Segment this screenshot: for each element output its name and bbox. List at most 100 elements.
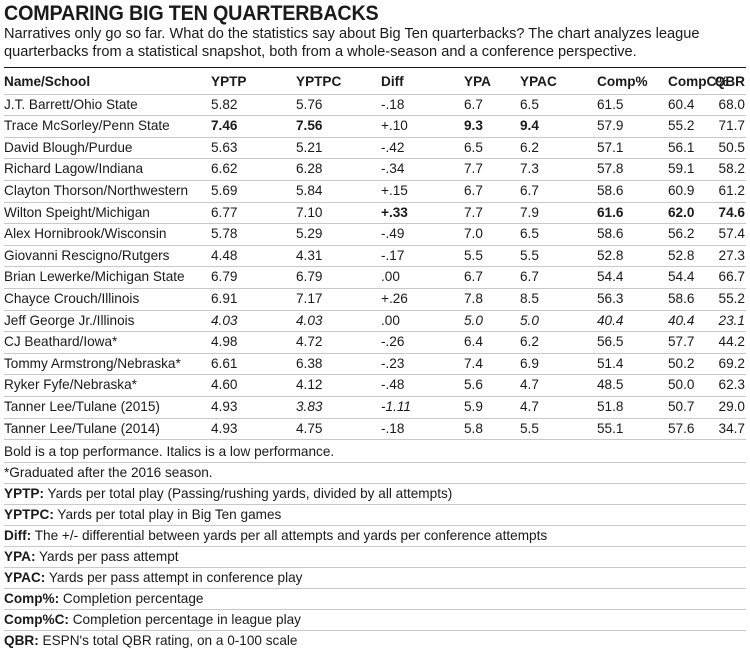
table-row: J.T. Barrett/Ohio State 5.82 5.76 -.18 6.7 6.…: [4, 94, 746, 116]
footnote-text: ESPN's total QBR rating, on a 0-100 scal…: [38, 633, 298, 649]
column-header-compc: CompC%: [668, 74, 729, 89]
cell-name: Giovanni Rescigno/Rutgers: [4, 247, 170, 263]
cell-compc: 52.8: [668, 247, 695, 263]
cell-compc: 60.4: [668, 96, 695, 112]
cell-comp: 58.6: [597, 226, 624, 242]
cell-ypac: 6.2: [520, 334, 539, 350]
cell-yptp: 4.98: [211, 334, 238, 350]
cell-ypa: 6.5: [464, 139, 483, 155]
cell-diff: -.17: [381, 247, 405, 263]
column-header-yptpc: YPTPC: [296, 74, 342, 89]
footnote: YPTP: Yards per total play (Passing/rush…: [4, 484, 746, 506]
page-title: COMPARING BIG TEN QUARTERBACKS: [4, 2, 379, 25]
cell-qbr: 55.2: [718, 290, 745, 306]
cell-yptpc: 4.12: [296, 377, 323, 393]
cell-yptpc: 4.75: [296, 420, 323, 436]
cell-ypac: 9.4: [520, 118, 539, 134]
cell-compc: 56.1: [668, 139, 695, 155]
column-header-diff: Diff: [381, 74, 404, 89]
cell-ypa: 5.9: [464, 398, 483, 414]
cell-compc: 60.9: [668, 182, 695, 198]
table-body: J.T. Barrett/Ohio State 5.82 5.76 -.18 6.7 6.…: [4, 94, 746, 440]
cell-yptp: 5.63: [211, 139, 238, 155]
cell-qbr: 50.5: [718, 139, 745, 155]
cell-qbr: 68.0: [718, 96, 745, 112]
cell-yptp: 5.82: [211, 96, 238, 112]
cell-diff: +.26: [381, 290, 408, 306]
table-row: Ryker Fyfe/Nebraska* 4.60 4.12 -.48 5.6 4.7 48…: [4, 375, 746, 397]
cell-yptp: 6.79: [211, 269, 238, 285]
cell-ypa: 7.7: [464, 161, 483, 177]
cell-name: Wilton Speight/Michigan: [4, 204, 150, 220]
cell-ypac: 5.0: [520, 312, 539, 328]
footnote: YPTPC: Yards per total play in Big Ten g…: [4, 505, 746, 527]
cell-yptp: 6.62: [211, 161, 238, 177]
cell-ypac: 8.5: [520, 290, 539, 306]
table-row: Wilton Speight/Michigan 6.77 7.10 +.33 7.7 7.…: [4, 202, 746, 224]
cell-qbr: 29.0: [718, 398, 745, 414]
footnote-term: YPA:: [4, 549, 36, 565]
cell-comp: 51.4: [597, 355, 624, 371]
cell-yptpc: 5.76: [296, 96, 323, 112]
cell-name: Tanner Lee/Tulane (2015): [4, 398, 160, 414]
cell-diff: +.15: [381, 182, 408, 198]
cell-comp: 55.1: [597, 420, 624, 436]
cell-ypac: 5.5: [520, 420, 539, 436]
table-row: CJ Beathard/Iowa* 4.98 4.72 -.26 6.4 6.2 56.5 5…: [4, 332, 746, 354]
cell-ypa: 7.0: [464, 226, 483, 242]
cell-name: Jeff George Jr./Illinois: [4, 312, 135, 328]
cell-comp: 40.4: [597, 312, 624, 328]
cell-ypa: 7.7: [464, 204, 483, 220]
column-header-name: Name/School: [4, 74, 91, 89]
cell-yptpc: 4.72: [296, 334, 323, 350]
cell-yptpc: 7.56: [296, 118, 323, 134]
cell-compc: 54.4: [668, 269, 695, 285]
cell-yptpc: 5.21: [296, 139, 323, 155]
footnote-text: Yards per pass attempt: [35, 549, 179, 565]
cell-ypa: 6.7: [464, 182, 483, 198]
cell-yptpc: 7.17: [296, 290, 323, 306]
cell-qbr: 44.2: [718, 334, 745, 350]
cell-ypa: 6.4: [464, 334, 483, 350]
cell-diff: -.23: [381, 355, 405, 371]
cell-comp: 48.5: [597, 377, 624, 393]
cell-name: Tommy Armstrong/Nebraska*: [4, 355, 181, 371]
cell-compc: 62.0: [668, 204, 695, 220]
divider: [4, 67, 746, 68]
footnote: Bold is a top performance. Italics is a …: [4, 442, 746, 464]
cell-diff: -.42: [381, 139, 405, 155]
cell-compc: 57.6: [668, 420, 695, 436]
cell-compc: 55.2: [668, 118, 695, 134]
cell-compc: 56.2: [668, 226, 695, 242]
table-row: Tanner Lee/Tulane (2014) 4.93 4.75 -.18 5.8 5…: [4, 418, 746, 440]
cell-compc: 50.0: [668, 377, 695, 393]
column-header-yptp: YPTP: [211, 74, 247, 89]
table-row: Clayton Thorson/Northwestern 5.69 5.84 +.15…: [4, 180, 746, 203]
footnote: Comp%C: Completion percentage in league …: [4, 610, 746, 632]
column-header-ypa: YPA: [464, 74, 491, 89]
footnote: QBR: ESPN's total QBR rating, on a 0-100…: [4, 631, 746, 651]
table-row: Richard Lagow/Indiana 6.62 6.28 -.34 7.7 7.3 5…: [4, 159, 746, 181]
cell-ypac: 4.7: [520, 377, 539, 393]
footnote-term: Diff:: [4, 528, 32, 544]
cell-ypa: 9.3: [464, 118, 483, 134]
cell-qbr: 58.2: [718, 161, 745, 177]
cell-yptpc: 4.03: [296, 312, 323, 328]
cell-diff: +.33: [381, 204, 408, 220]
footnote: YPAC: Yards per pass attempt in conferen…: [4, 568, 746, 590]
cell-name: CJ Beathard/Iowa*: [4, 334, 118, 350]
cell-yptp: 4.93: [211, 398, 238, 414]
cell-ypa: 7.4: [464, 355, 483, 371]
table-row: Giovanni Rescigno/Rutgers 4.48 4.31 -.17 5.5…: [4, 245, 746, 267]
footnote-text: Yards per total play (Passing/rushing ya…: [44, 486, 453, 502]
cell-comp: 56.3: [597, 290, 624, 306]
cell-yptp: 5.69: [211, 182, 238, 198]
table-row: Trace McSorley/Penn State 7.46 7.56 +.10 9.3…: [4, 116, 746, 138]
cell-diff: -.18: [381, 96, 405, 112]
cell-compc: 57.7: [668, 334, 695, 350]
cell-ypa: 6.7: [464, 96, 483, 112]
cell-name: Trace McSorley/Penn State: [4, 118, 170, 134]
cell-comp: 61.5: [597, 96, 624, 112]
cell-ypac: 7.9: [520, 204, 539, 220]
